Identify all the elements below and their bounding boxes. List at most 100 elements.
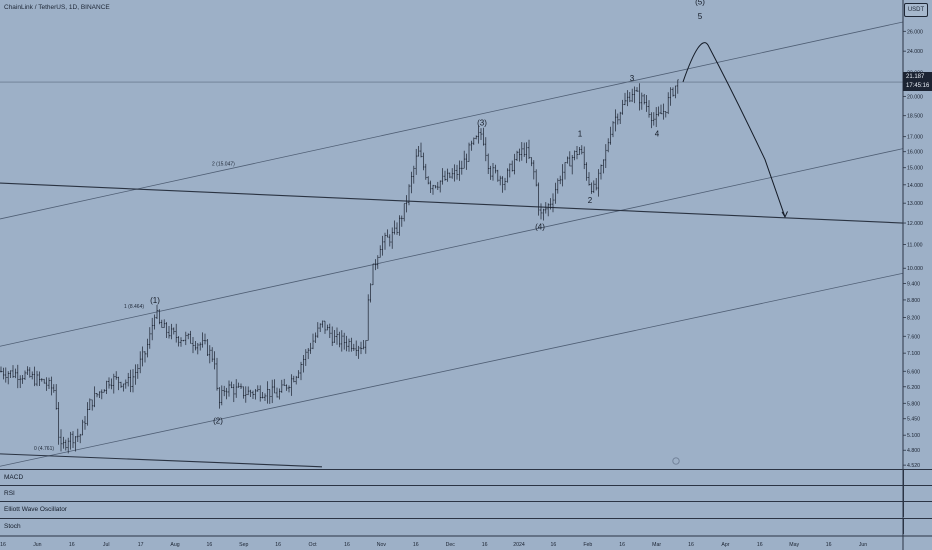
indicator-scale-ewo xyxy=(903,501,932,517)
candle xyxy=(542,208,545,221)
candle xyxy=(660,104,662,115)
candle xyxy=(36,370,38,387)
candle xyxy=(254,389,257,400)
candle xyxy=(604,144,607,169)
price-tick-label: 16.000 xyxy=(907,150,923,156)
candle xyxy=(420,142,422,158)
candle xyxy=(662,103,665,120)
candle xyxy=(14,368,17,379)
candle xyxy=(124,379,127,389)
event-marker-icon xyxy=(672,457,680,465)
candle xyxy=(103,389,106,393)
candle xyxy=(160,319,163,328)
candle xyxy=(74,436,77,452)
candle xyxy=(360,341,362,355)
candle xyxy=(650,112,653,129)
candle xyxy=(614,109,617,132)
candle xyxy=(352,343,355,351)
candle xyxy=(43,378,46,384)
wave-label: (2) xyxy=(213,416,223,425)
candle xyxy=(187,333,190,340)
candle xyxy=(362,340,365,350)
time-tick-label: 16 xyxy=(551,542,557,548)
candle xyxy=(477,125,480,144)
candle xyxy=(379,245,382,258)
candle xyxy=(640,92,643,110)
last-price-value: 21.187 xyxy=(906,74,925,80)
candle xyxy=(175,323,178,343)
candle xyxy=(612,121,614,138)
candle xyxy=(518,148,521,162)
candle xyxy=(554,182,557,204)
candle xyxy=(480,128,482,140)
candle xyxy=(168,325,170,339)
wave-label: (3) xyxy=(477,118,487,127)
candle xyxy=(520,142,523,161)
candle xyxy=(336,327,338,345)
candle xyxy=(657,106,660,117)
candle xyxy=(484,137,487,162)
candle xyxy=(31,371,34,380)
candle xyxy=(144,351,146,363)
fib-level-label: 2 (15.047) xyxy=(212,161,235,167)
candle xyxy=(501,176,504,193)
candle xyxy=(117,376,120,391)
candle xyxy=(189,330,192,344)
projection-path xyxy=(682,42,786,218)
candle xyxy=(547,203,550,217)
candle xyxy=(201,332,204,348)
candle xyxy=(134,364,137,385)
candle xyxy=(172,327,175,335)
candle xyxy=(460,160,463,175)
candle xyxy=(489,165,492,180)
channel-line-upper xyxy=(0,21,904,220)
indicator-pane-ewo[interactable]: Elliott Wave Oscillator xyxy=(0,501,903,517)
candle xyxy=(100,389,103,400)
candle xyxy=(112,373,115,394)
candle xyxy=(16,364,19,389)
indicator-pane-stoch[interactable]: Stoch xyxy=(0,518,903,534)
candle xyxy=(237,382,240,388)
time-tick-label: Dec xyxy=(446,542,456,548)
candle xyxy=(2,367,5,380)
candle xyxy=(72,431,74,448)
candle xyxy=(645,94,648,112)
candle xyxy=(165,322,168,339)
candle xyxy=(151,317,154,341)
price-tick-label: 13.000 xyxy=(907,201,923,207)
candle xyxy=(499,175,502,186)
candle xyxy=(508,163,511,178)
candle xyxy=(544,202,547,214)
currency-badge[interactable]: USDT xyxy=(904,3,928,17)
candle xyxy=(600,164,602,180)
candle xyxy=(556,178,559,194)
candle xyxy=(69,431,72,450)
candle xyxy=(199,342,202,351)
candle xyxy=(552,193,554,213)
candle xyxy=(530,157,533,167)
time-tick-label: Mar xyxy=(652,542,661,548)
candle xyxy=(163,319,166,328)
candle xyxy=(386,229,389,238)
candle xyxy=(120,381,122,388)
candle xyxy=(62,436,65,449)
candle xyxy=(578,147,581,155)
indicator-pane-rsi[interactable]: RSI xyxy=(0,485,903,501)
candle xyxy=(667,92,670,115)
candle xyxy=(302,354,305,373)
candle xyxy=(156,305,158,320)
candle xyxy=(564,162,566,180)
time-tick-label: Aug xyxy=(170,542,179,548)
channel-line-middle xyxy=(0,148,904,347)
wave-label: 3 xyxy=(630,74,635,83)
indicator-pane-macd[interactable]: MACD xyxy=(0,469,903,485)
price-tick-label: 12.000 xyxy=(907,221,923,227)
candle xyxy=(676,79,679,94)
projection-arrowhead xyxy=(781,211,788,218)
price-tick-label: 5.800 xyxy=(907,401,920,407)
candle xyxy=(28,367,31,378)
candle xyxy=(535,169,538,187)
candle xyxy=(621,99,624,115)
candle xyxy=(669,87,672,106)
